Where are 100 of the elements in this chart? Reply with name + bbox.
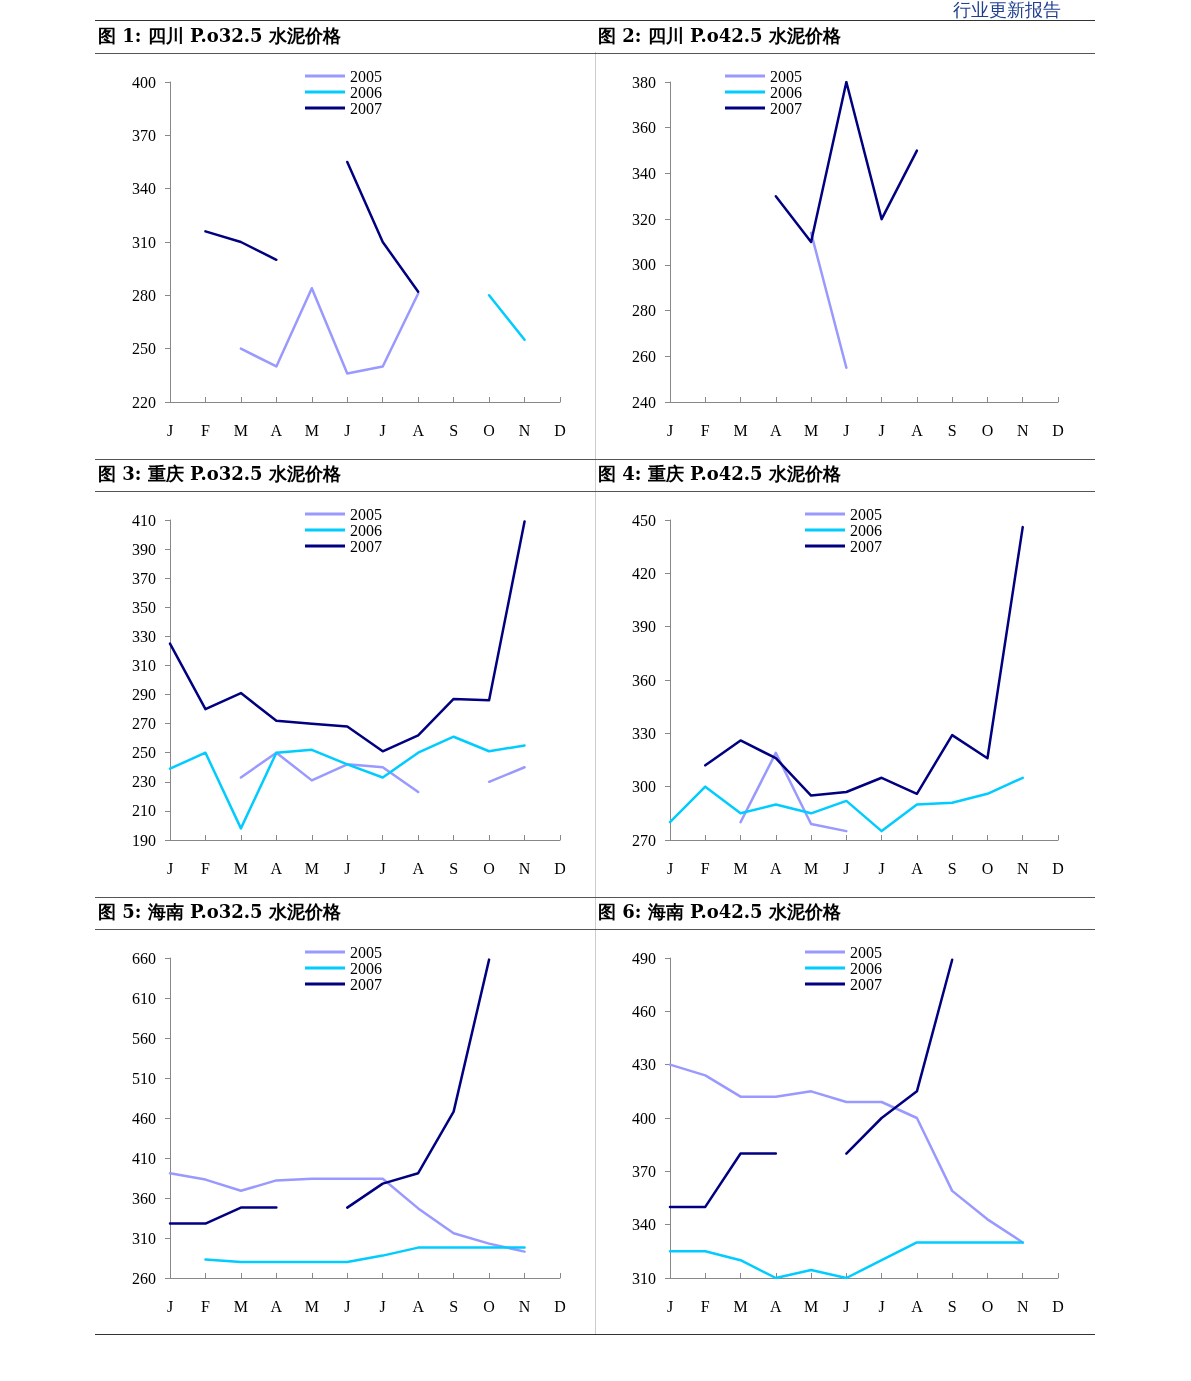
x-tick-label: F: [700, 1297, 710, 1315]
x-tick-label: F: [201, 1297, 210, 1315]
legend-label: 2006: [850, 959, 882, 977]
x-tick-label: J: [344, 859, 351, 877]
legend-label: 2006: [350, 521, 382, 539]
x-tick-label: J: [344, 421, 351, 439]
y-tick-label: 510: [132, 1069, 156, 1087]
legend-label: 2005: [770, 67, 802, 85]
y-tick-label: 310: [132, 1229, 156, 1247]
y-tick-label: 360: [132, 1189, 156, 1207]
chart-title: 图 2: 四川 P.o42.5 水泥价格: [598, 24, 841, 48]
y-tick-label: 310: [132, 656, 156, 674]
legend-label: 2007: [350, 537, 382, 555]
y-tick-label: 270: [632, 831, 656, 849]
x-tick-label: A: [412, 1297, 425, 1315]
y-tick-label: 560: [132, 1029, 156, 1047]
legend-label: 2007: [350, 99, 382, 117]
x-tick-label: J: [843, 421, 850, 439]
x-tick-label: O: [981, 1297, 994, 1315]
x-tick-label: D: [554, 421, 566, 439]
y-tick-label: 250: [132, 744, 156, 762]
y-tick-label: 340: [632, 164, 656, 182]
x-tick-label: J: [166, 1297, 174, 1315]
y-tick-label: 320: [632, 210, 656, 228]
y-tick-label: 400: [132, 73, 156, 91]
x-tick-label: A: [911, 1297, 924, 1315]
legend-label: 2006: [770, 83, 802, 101]
x-tick-label: J: [878, 859, 885, 877]
y-tick-label: 250: [132, 340, 156, 358]
x-tick-label: M: [233, 1297, 249, 1315]
y-tick-label: 380: [632, 73, 656, 91]
y-tick-label: 490: [632, 949, 656, 967]
legend-label: 2005: [350, 67, 382, 85]
x-tick-label: M: [733, 859, 748, 877]
x-tick-label: M: [304, 421, 319, 439]
x-tick-label: D: [554, 1297, 566, 1315]
x-tick-label: A: [770, 859, 783, 877]
x-tick-label: J: [843, 1297, 850, 1315]
x-tick-label: N: [1016, 859, 1029, 877]
x-tick-label: M: [304, 859, 319, 877]
y-tick-label: 260: [632, 347, 656, 365]
x-tick-label: M: [803, 1297, 819, 1315]
x-tick-label: J: [379, 1297, 386, 1315]
x-tick-label: J: [379, 859, 386, 877]
x-tick-label: A: [270, 1297, 283, 1315]
chart-title: 图 3: 重庆 P.o32.5 水泥价格: [98, 462, 341, 486]
x-tick-label: D: [1052, 421, 1064, 439]
x-tick-label: M: [233, 421, 249, 439]
x-tick-label: S: [449, 421, 459, 439]
x-tick-label: A: [911, 421, 924, 439]
y-tick-label: 410: [132, 511, 156, 529]
y-tick-label: 390: [132, 540, 156, 558]
chart-title: 图 5: 海南 P.o32.5 水泥价格: [98, 900, 341, 924]
chart-title: 图 6: 海南 P.o42.5 水泥价格: [598, 900, 841, 924]
x-tick-label: M: [233, 859, 249, 877]
y-tick-label: 400: [632, 1109, 656, 1127]
y-tick-label: 460: [132, 1109, 156, 1127]
y-tick-label: 300: [632, 778, 656, 796]
legend-label: 2007: [350, 975, 382, 993]
y-tick-label: 370: [132, 569, 156, 587]
y-tick-label: 280: [132, 286, 156, 304]
legend-label: 2007: [850, 975, 882, 993]
x-tick-label: J: [878, 1297, 885, 1315]
x-tick-label: A: [770, 1297, 783, 1315]
x-tick-label: O: [483, 859, 495, 877]
y-tick-label: 290: [132, 686, 156, 704]
x-tick-label: O: [981, 421, 994, 439]
x-tick-label: J: [379, 421, 386, 439]
text: 行业更新报告: [953, 0, 1061, 22]
x-tick-label: J: [344, 1297, 351, 1315]
y-tick-label: 240: [632, 393, 656, 411]
y-tick-label: 270: [132, 715, 156, 733]
chart-title: 图 4: 重庆 P.o42.5 水泥价格: [598, 462, 841, 486]
x-tick-label: J: [666, 421, 674, 439]
y-tick-label: 300: [632, 256, 656, 274]
legend-label: 2005: [850, 943, 882, 961]
x-tick-label: F: [201, 421, 210, 439]
y-tick-label: 330: [132, 627, 156, 645]
x-tick-label: J: [166, 859, 174, 877]
y-tick-label: 410: [132, 1149, 156, 1167]
y-tick-label: 360: [632, 119, 656, 137]
y-tick-label: 330: [632, 724, 656, 742]
x-tick-label: A: [270, 421, 283, 439]
legend-label: 2006: [350, 83, 382, 101]
y-tick-label: 430: [632, 1056, 656, 1074]
y-tick-label: 370: [632, 1162, 656, 1180]
x-tick-label: D: [1052, 859, 1064, 877]
y-tick-label: 350: [132, 598, 156, 616]
x-tick-label: J: [878, 421, 885, 439]
x-tick-label: S: [947, 859, 957, 877]
x-tick-label: N: [518, 859, 531, 877]
x-tick-label: D: [1052, 1297, 1064, 1315]
legend-label: 2006: [850, 521, 882, 539]
legend-label: 2005: [350, 505, 382, 523]
legend-label: 2007: [850, 537, 882, 555]
x-tick-label: M: [733, 421, 748, 439]
y-tick-label: 370: [132, 126, 156, 144]
x-tick-label: F: [700, 859, 710, 877]
x-tick-label: M: [803, 859, 819, 877]
x-tick-label: J: [843, 859, 850, 877]
